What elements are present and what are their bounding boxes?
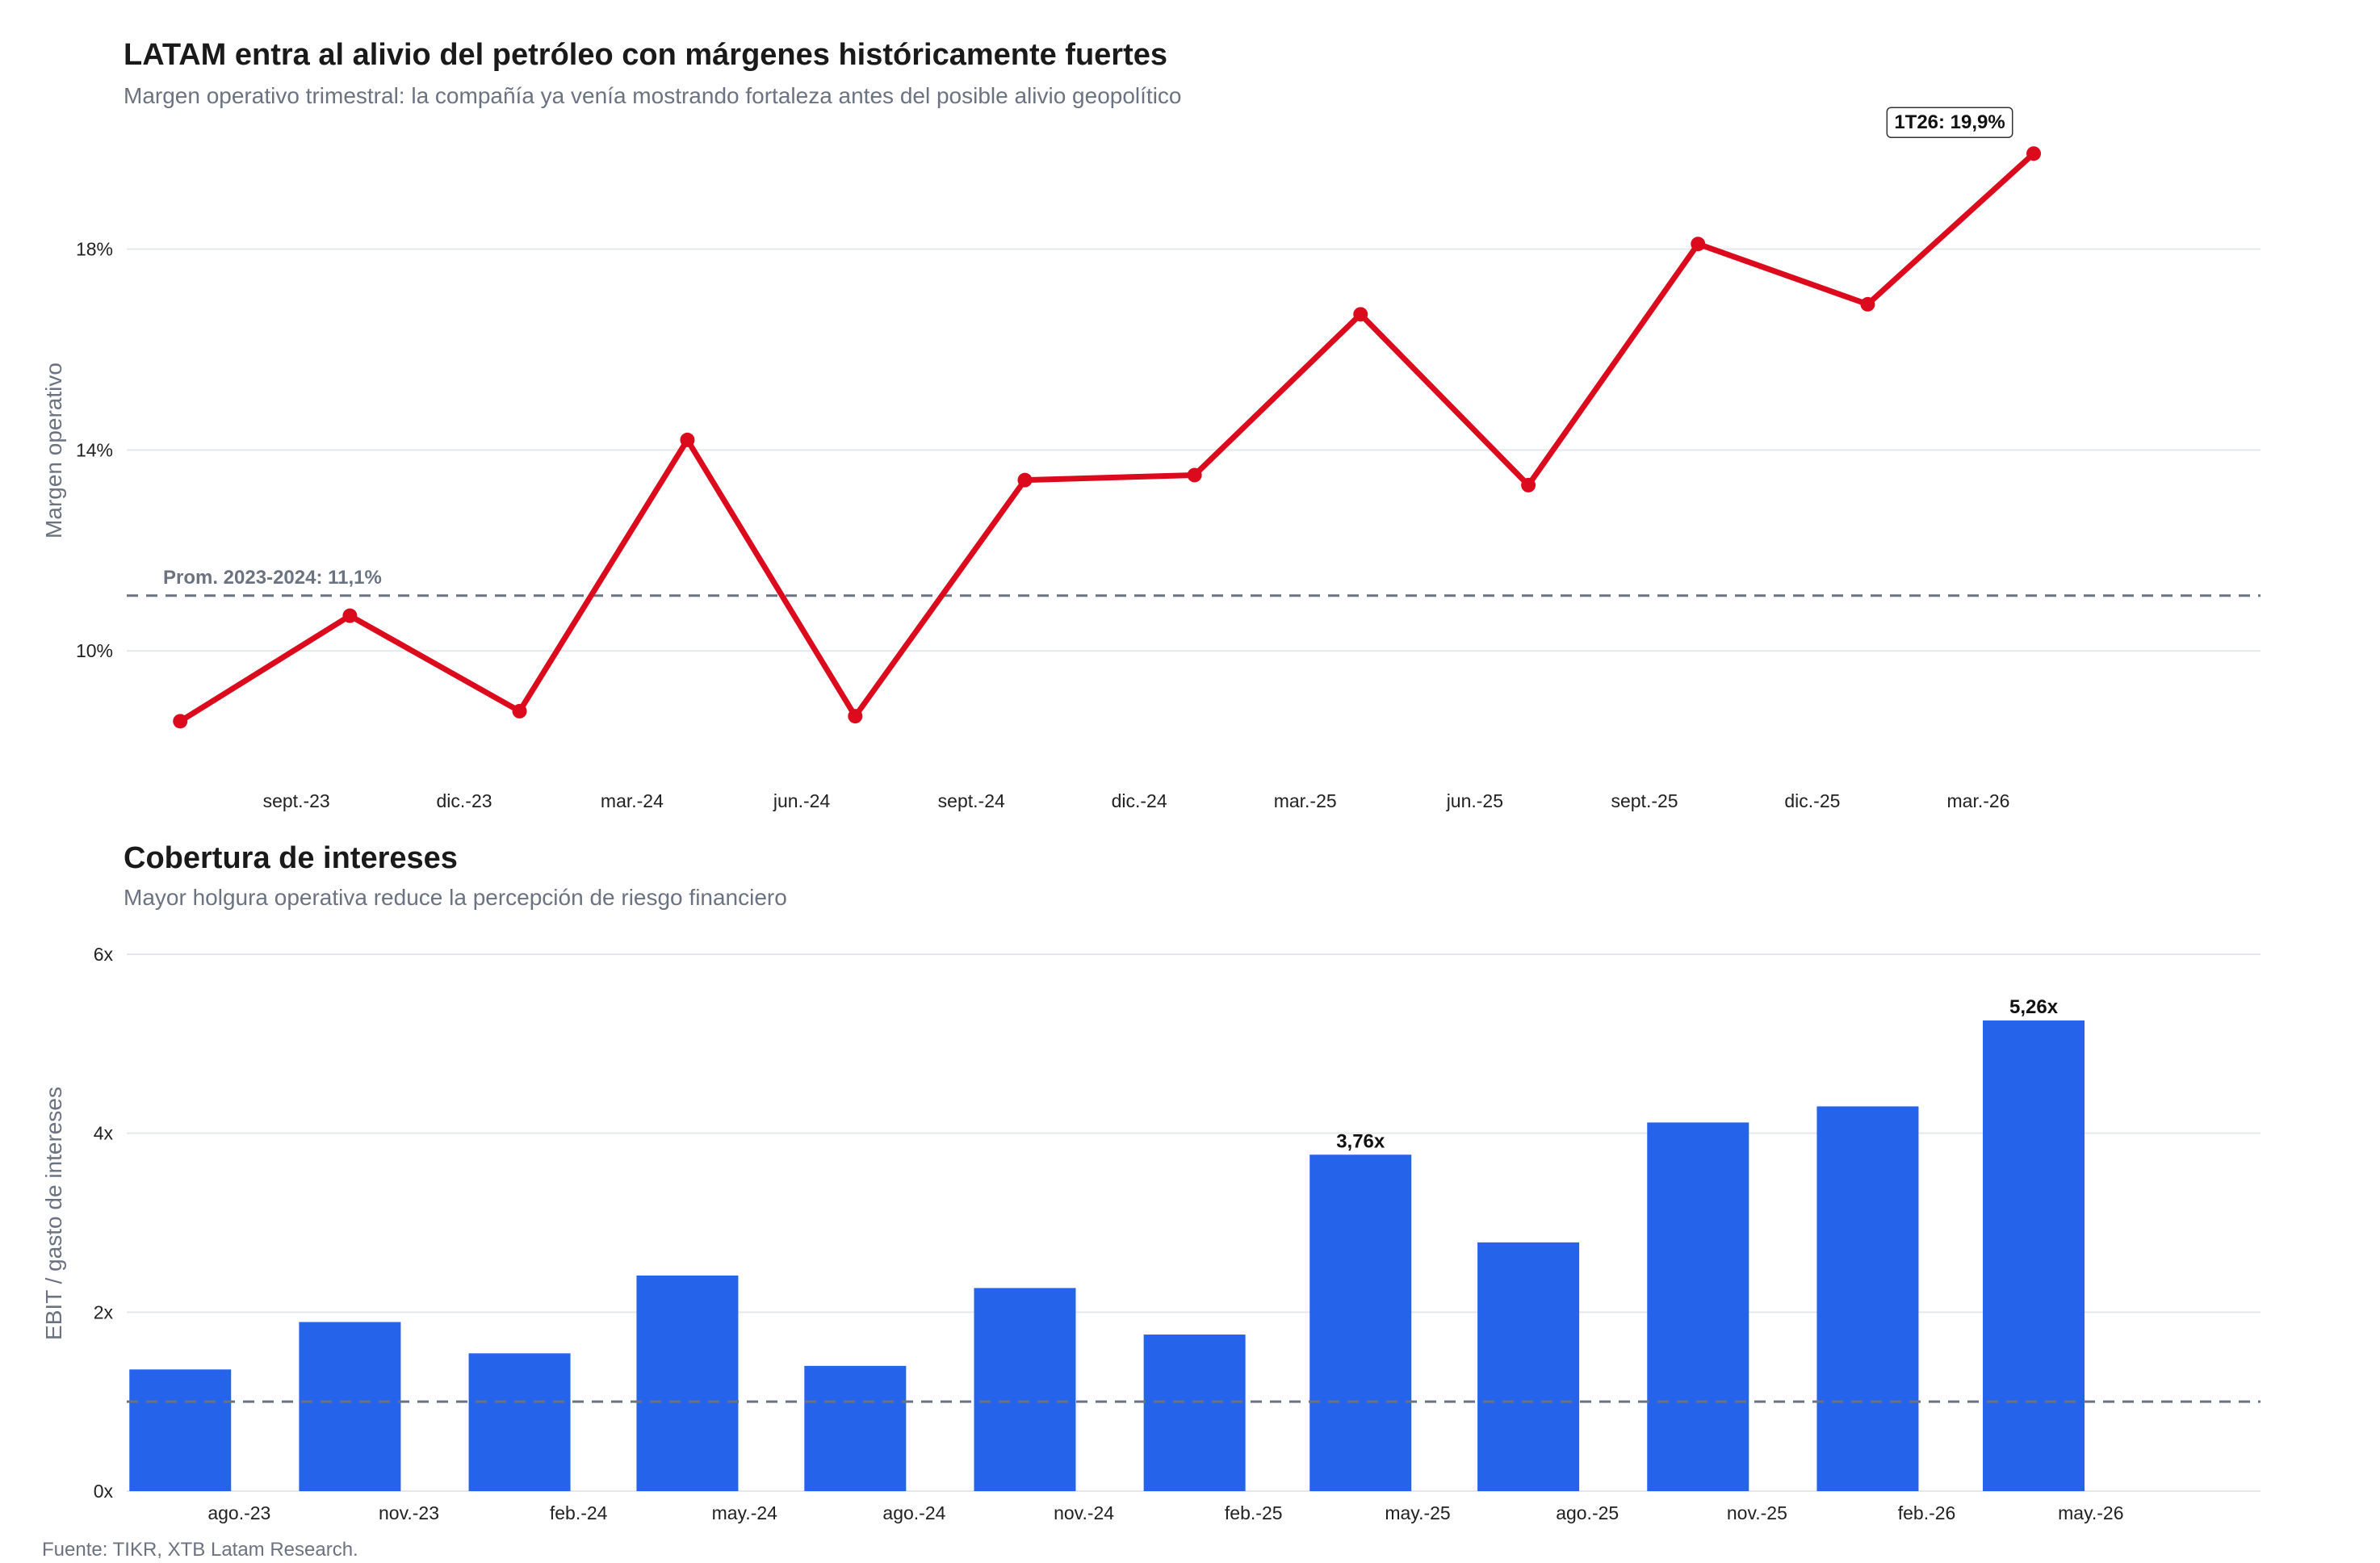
chart-subtitle: Margen operativo trimestral: la compañía…	[124, 83, 1182, 108]
annotation-1t26: 1T26: 19,9%	[1886, 107, 2013, 138]
y-tick-label: 14%	[76, 439, 113, 460]
data-point	[1860, 296, 1875, 312]
bar	[804, 1365, 907, 1491]
bar	[468, 1353, 571, 1491]
x-tick-label: jun.-24	[773, 790, 831, 811]
x-tick-label: nov.-24	[1054, 1502, 1114, 1523]
chart-title: LATAM entra al alivio del petróleo con m…	[124, 38, 1167, 72]
x-tick-label: nov.-23	[379, 1502, 439, 1523]
data-point	[1521, 477, 1536, 492]
x-tick-label: dic.-23	[437, 790, 492, 811]
reference-line: Prom. 2023-2024: 11,1%	[127, 567, 2261, 597]
x-tick-label: mar.-25	[1274, 790, 1337, 811]
x-tick-label: dic.-25	[1784, 790, 1840, 811]
y-ticks: 0x 2x 4x 6x	[94, 944, 114, 1502]
bar	[1983, 1020, 2085, 1491]
data-point	[173, 714, 188, 729]
bars	[129, 1020, 2085, 1491]
x-tick-label: ago.-25	[1556, 1502, 1619, 1523]
data-point	[1017, 472, 1033, 488]
data-point	[848, 709, 863, 724]
source-caption: Fuente: TIKR, XTB Latam Research.	[42, 1539, 358, 1561]
bar	[129, 1369, 232, 1491]
y-ticks: 10% 14% 18%	[76, 238, 113, 661]
data-point	[512, 703, 527, 719]
series-line	[177, 150, 2037, 724]
reference-label: Prom. 2023-2024: 11,1%	[163, 567, 382, 589]
x-tick-label: mar.-26	[1947, 790, 2010, 811]
bar	[299, 1322, 401, 1491]
y-tick-label: 18%	[76, 238, 113, 259]
x-tick-label: jun.-25	[1446, 790, 1503, 811]
data-point	[680, 432, 695, 447]
y-tick-label: 10%	[76, 640, 113, 661]
x-tick-label: sept.-23	[263, 790, 330, 811]
grid	[127, 248, 2261, 652]
bar	[1647, 1122, 1749, 1491]
bar	[636, 1275, 739, 1491]
operating-margin-chart: LATAM entra al alivio del petróleo con m…	[41, 38, 2261, 811]
bar	[1477, 1242, 1580, 1491]
y-tick-label: 0x	[94, 1481, 114, 1502]
data-point	[1691, 237, 1706, 252]
x-tick-label: ago.-24	[882, 1502, 945, 1523]
x-tick-label: nov.-25	[1727, 1502, 1787, 1523]
x-tick-label: may.-26	[2058, 1502, 2123, 1523]
data-point	[2026, 146, 2042, 161]
x-tick-label: may.-25	[1385, 1502, 1450, 1523]
data-point	[1187, 467, 1202, 483]
y-tick-label: 2x	[94, 1301, 114, 1322]
x-ticks: sept.-23 dic.-23 mar.-24 jun.-24 sept.-24 dic…	[263, 790, 2010, 811]
x-tick-label: mar.-24	[601, 790, 664, 811]
data-point	[342, 608, 358, 623]
y-axis-label: Margen operativo	[41, 362, 66, 538]
x-tick-label: feb.-25	[1225, 1502, 1283, 1523]
series: 1T26: 19,9%	[173, 107, 2042, 729]
x-tick-label: feb.-26	[1898, 1502, 1956, 1523]
chart-title: Cobertura de intereses	[124, 841, 458, 875]
data-labels: 3,76x 5,26x	[1336, 996, 2059, 1152]
x-tick-label: feb.-24	[550, 1502, 608, 1523]
x-tick-label: dic.-24	[1112, 790, 1167, 811]
y-tick-label: 6x	[94, 944, 114, 965]
x-tick-label: ago.-23	[207, 1502, 270, 1523]
bar	[1143, 1335, 1246, 1491]
x-tick-label: sept.-25	[1611, 790, 1678, 811]
chart-subtitle: Mayor holgura operativa reduce la percep…	[124, 885, 787, 910]
bar	[974, 1288, 1076, 1491]
y-axis-label: EBIT / gasto de intereses	[41, 1087, 66, 1340]
bar	[1309, 1154, 1412, 1491]
bar	[1816, 1106, 1919, 1491]
x-ticks: ago.-23 nov.-23 feb.-24 may.-24 ago.-24 nov.-…	[207, 1502, 2123, 1523]
y-tick-label: 4x	[94, 1123, 114, 1144]
data-point	[1353, 307, 1368, 322]
x-tick-label: may.-24	[712, 1502, 778, 1523]
annotation-box	[1886, 107, 2013, 138]
interest-coverage-chart: Cobertura de intereses Mayor holgura ope…	[41, 841, 2261, 1523]
annotation-label: 1T26: 19,9%	[1894, 111, 2005, 133]
data-label: 3,76x	[1336, 1130, 1385, 1152]
x-tick-label: sept.-24	[938, 790, 1005, 811]
data-label: 5,26x	[2009, 996, 2059, 1018]
